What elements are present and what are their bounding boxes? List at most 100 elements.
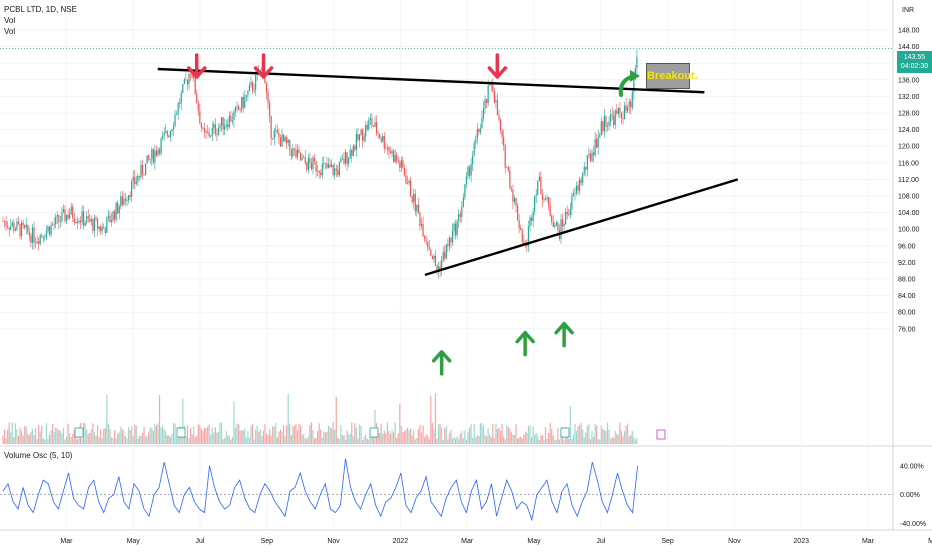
candle-body [48,226,51,235]
volume-legend-2[interactable]: Vol [4,27,16,36]
candle-body [96,219,99,229]
volume-bar [383,430,385,444]
candle-body [351,149,353,157]
candle-body [176,114,178,116]
volume-bar [566,431,568,444]
osc-tick-label: -40.00% [900,521,926,528]
candle-body [482,107,485,118]
candle-body [341,158,344,160]
candle-body [486,99,488,104]
volume-bar [284,436,286,444]
volume-bar [84,423,86,444]
volume-bar [199,425,201,444]
candle-body [177,103,179,115]
volume-bar [503,436,505,444]
candle-body [569,209,571,216]
candle-body [610,114,612,122]
candle-body [574,193,576,194]
candle-body [397,161,399,163]
volume-bar [174,423,176,444]
volume-bar [151,428,153,444]
candle-body [253,89,255,91]
volume-bar [61,433,63,444]
candle-body [84,222,86,226]
candle-body [386,147,388,149]
breakout-annotation[interactable]: Breakout. [646,63,698,89]
volume-bar [286,425,288,444]
candle-body [180,92,182,104]
symbol-title[interactable]: PCBL LTD, 1D, NSE [4,5,77,14]
candle-body [631,92,633,108]
candle-body [403,168,406,176]
volume-bar [563,439,565,444]
candle-body [100,226,102,232]
candle-body [360,129,362,135]
volume-bar [127,426,130,444]
volume-bar [118,431,120,444]
volume-bar [188,438,190,444]
candle-body [138,176,140,178]
price-tick-label: 76.00 [898,326,916,333]
volume-bar [331,428,333,444]
volume-bar [455,439,457,444]
candle-body [287,139,289,143]
candle-body [315,161,317,172]
volume-bar [554,439,556,444]
candle-body [538,176,540,182]
candle-body [504,145,506,168]
volume-bar [303,433,305,444]
candle-body [456,220,458,236]
volume-bar [385,433,387,444]
candle-body [93,217,96,231]
candle-body [369,118,371,121]
volume-bar [224,438,226,444]
volume-bar [479,423,481,444]
candle-body [41,234,43,236]
volume-bar [379,433,381,444]
volume-bar [588,424,590,444]
candle-body [312,157,314,169]
candle-body [589,153,592,161]
volume-bar [234,427,237,444]
candle-body [81,211,83,223]
volume-bar [622,436,624,444]
candle-body [8,227,10,230]
candle-body [602,121,604,132]
volume-bar [574,424,576,444]
volume-bar [329,427,331,444]
volume-bar [276,437,278,444]
volume-bar [269,429,271,444]
volume-legend-1[interactable]: Vol [4,16,16,25]
candle-body [123,198,125,205]
candle-body [143,174,145,176]
candle-body [424,236,426,240]
chart-legend: PCBL LTD, 1D, NSE Vol Vol [4,4,77,37]
volume-bar [320,429,322,444]
volume-bar [13,437,15,444]
volume-bar [411,435,413,444]
volume-bar [247,431,249,444]
volume-bar [476,435,478,444]
candle-body [145,163,147,176]
volume-bar [610,439,612,444]
candle-body [53,224,55,226]
volume-bar [157,423,159,444]
volume-bar [582,429,584,444]
candle-body [419,212,421,226]
price-tick-label: 148.00 [898,28,920,35]
volume-bar [39,431,41,444]
volume-bar [461,431,463,444]
volume-bar [67,423,69,444]
volume-bar [617,434,619,444]
volume-bar [327,425,330,444]
volume-bar [272,426,274,444]
candle-body [45,230,47,238]
bar-countdown: 04:02:30 [900,63,929,70]
candle-body [309,158,311,163]
candle-body [473,142,475,156]
candle-body [220,117,223,126]
volume-bar [89,432,91,444]
oscillator-legend[interactable]: Volume Osc (5, 10) [4,451,73,460]
volume-bar [501,423,503,444]
volume-bar [86,429,88,444]
